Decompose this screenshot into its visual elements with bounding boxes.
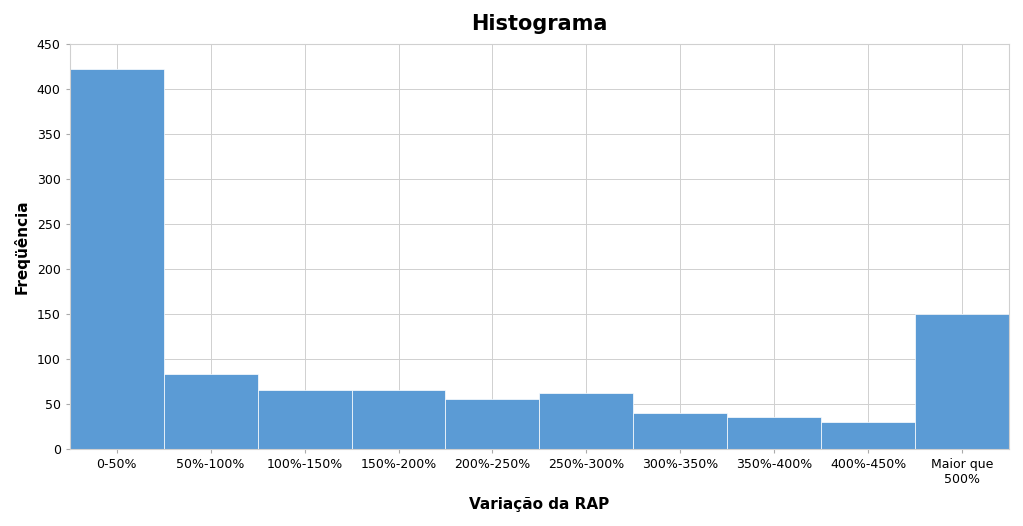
Bar <box>258 390 352 449</box>
Bar <box>727 418 821 449</box>
Bar <box>70 69 164 449</box>
Bar <box>821 422 916 449</box>
Y-axis label: Freqüência: Freqüência <box>14 199 30 294</box>
Bar <box>352 390 445 449</box>
Bar <box>445 399 539 449</box>
Bar <box>916 314 1009 449</box>
Bar <box>633 413 727 449</box>
X-axis label: Variação da RAP: Variação da RAP <box>470 497 610 512</box>
Bar <box>164 374 258 449</box>
Title: Histograma: Histograma <box>472 14 608 34</box>
Bar <box>539 393 633 449</box>
